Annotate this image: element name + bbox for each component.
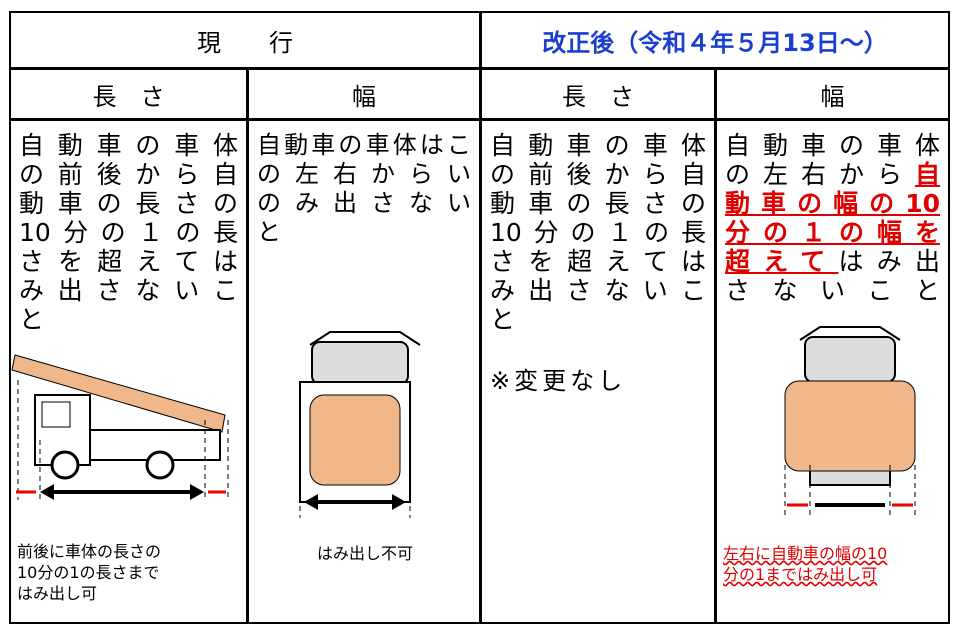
text-line: さを超えては — [19, 247, 238, 276]
text-line: さを超えては — [490, 247, 706, 276]
text-line: の左右から自 — [725, 160, 940, 189]
body-text: 自動車の車体 の前後から自 動車の長さの 10分の１の長 さを超えては み出さないこと — [490, 131, 706, 334]
highlighted-text: 分の１の幅を — [725, 218, 940, 247]
text-line: の前後から自 — [19, 160, 238, 189]
footnote: はみ出し不可 — [255, 543, 475, 564]
text-line: の前後から自 — [490, 160, 706, 189]
text-line: 10分の１の長 — [490, 218, 706, 247]
body-text: 自動車の車体 の左右から自 動車の幅の10 分の１の幅を 超えてはみ出 さないこと — [725, 131, 940, 305]
text-line: 10分の１の長 — [19, 218, 238, 247]
footnote-line: 分の1まではみ出し可 — [723, 565, 878, 584]
subheader: 幅 — [715, 68, 950, 120]
body-cell: 自動車の車体 の左右から自 動車の幅の10 分の１の幅を 超えてはみ出 さないこと左右に自… — [715, 119, 950, 624]
text-line: 動車の長さの — [490, 189, 706, 218]
text-line: のみ出さない — [257, 189, 471, 217]
body-text: 自動車の車体 の前後から自 動車の長さの 10分の１の長 さを超えては み出さないこと — [19, 131, 238, 334]
remark: ※変更なし — [490, 367, 627, 395]
text-line: の左右からい — [257, 160, 471, 188]
truck-side-illustration — [11, 354, 229, 500]
highlighted-text: 動車の幅の10 — [725, 189, 940, 218]
footnote: 左右に自動車の幅の10 分の1まではみ出し可 — [723, 543, 944, 585]
highlighted-text: 超えて — [725, 247, 839, 276]
text-line: 自動車の車体 — [725, 131, 940, 160]
text-line: 動車の長さの — [19, 189, 238, 218]
footnote-line: はみ出し不可 — [316, 544, 413, 563]
footnote-line: 左右に自動車の幅の10 — [723, 544, 888, 563]
text-line: と — [19, 305, 51, 334]
text-line: 自動車の車体 — [19, 131, 238, 160]
truck-top-wide-illustration — [784, 326, 916, 515]
truck-top-illustration — [299, 331, 421, 518]
text-line: さないこと — [725, 276, 940, 305]
text-line: 分の１の幅を — [725, 218, 940, 247]
header-current: 現 行 — [9, 11, 481, 69]
text-line: み出さないこ — [19, 276, 238, 305]
footnote: 前後に車体の長さの 10分の1の長さまで はみ出し可 — [17, 541, 242, 604]
text-segment: さないこと — [725, 276, 940, 305]
text-line: 自動車の車体はこ — [257, 131, 471, 159]
text-line: 超えてはみ出 — [725, 247, 940, 276]
text-line: み出さないこ — [490, 276, 706, 305]
footnote-line: はみ出し可 — [17, 584, 98, 603]
text-segment: の左右から — [725, 160, 915, 189]
body-cell: 自動車の車体はこ の左右からい のみ出さないとはみ出し不可 — [247, 119, 481, 624]
text-segment: 自動車の車体 — [725, 131, 940, 160]
body-text: 自動車の車体はこ の左右からい のみ出さないと — [257, 131, 471, 247]
text-line: 自動車の車体 — [490, 131, 706, 160]
subheader: 幅 — [247, 68, 481, 120]
body-cell: 自動車の車体 の前後から自 動車の長さの 10分の１の長 さを超えては み出さないこと前後… — [9, 119, 248, 624]
text-line: 動車の幅の10 — [725, 189, 940, 218]
highlighted-text: 自 — [914, 160, 940, 189]
text-segment: はみ出 — [838, 247, 940, 276]
footnote-line: 10分の1の長さまで — [17, 563, 160, 582]
text-line: と — [490, 305, 522, 334]
body-cell: 自動車の車体 の前後から自 動車の長さの 10分の１の長 さを超えては み出さないこと ※変… — [480, 119, 716, 624]
subheader: 長 さ — [480, 68, 716, 120]
header-revised: 改正後（令和４年５月13日～） — [480, 11, 950, 69]
text-line: と — [257, 218, 287, 246]
footnote-line: 前後に車体の長さの — [17, 542, 162, 561]
subheader: 長 さ — [9, 68, 248, 120]
